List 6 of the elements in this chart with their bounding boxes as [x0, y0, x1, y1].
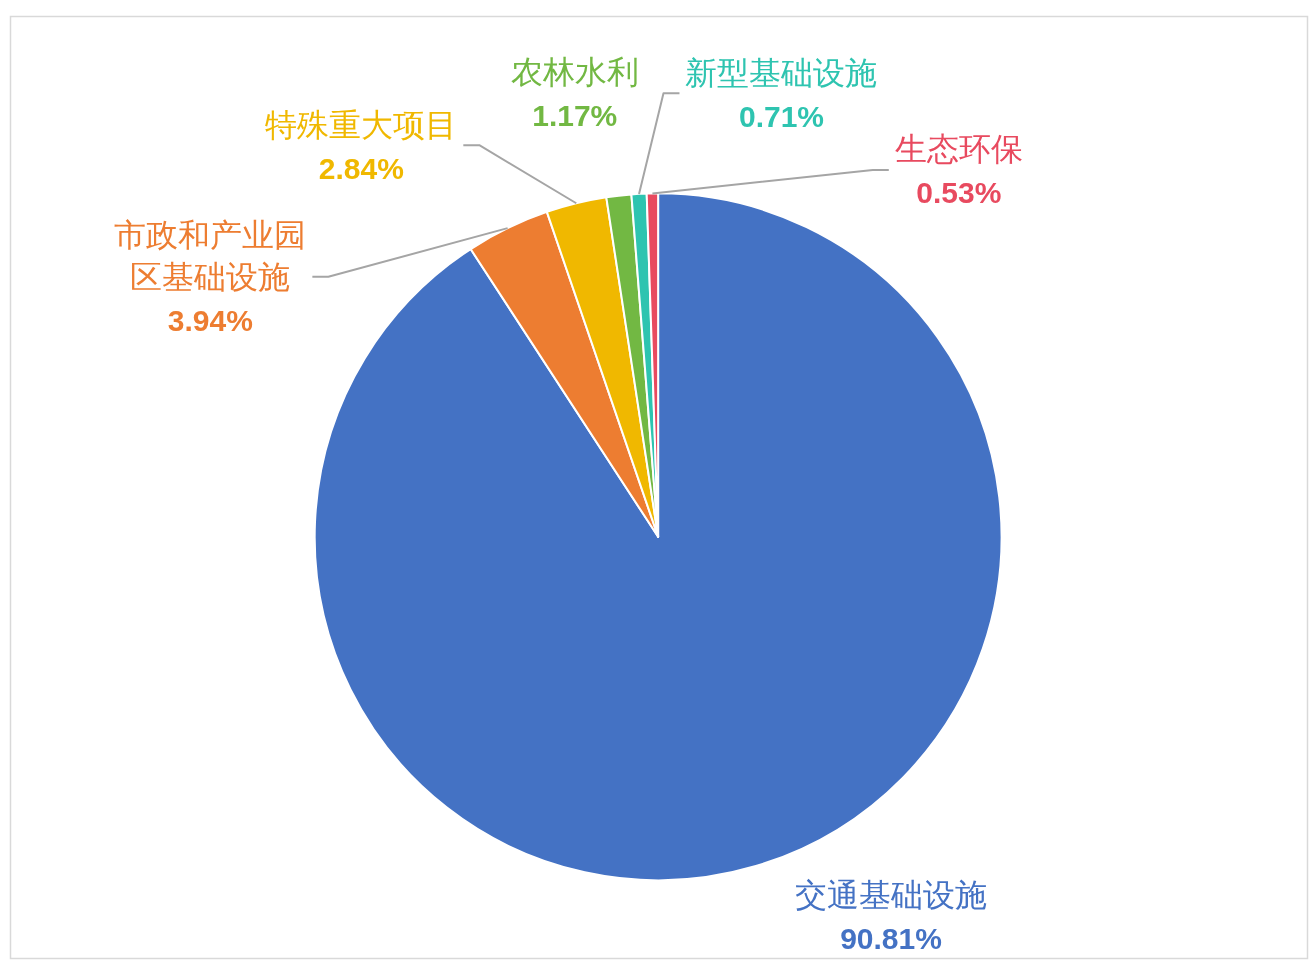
data-label: 特殊重大项目 2.84%	[265, 105, 458, 185]
data-label: 生态环保 0.53%	[894, 130, 1023, 210]
data-label: 新型基础设施 0.71%	[685, 53, 878, 133]
data-label: 交通基础设施 90.81%	[795, 875, 987, 955]
data-label: 市政和产业园区基础设施 3.94%	[114, 216, 307, 338]
data-label: 农林水利 1.17%	[510, 53, 639, 133]
